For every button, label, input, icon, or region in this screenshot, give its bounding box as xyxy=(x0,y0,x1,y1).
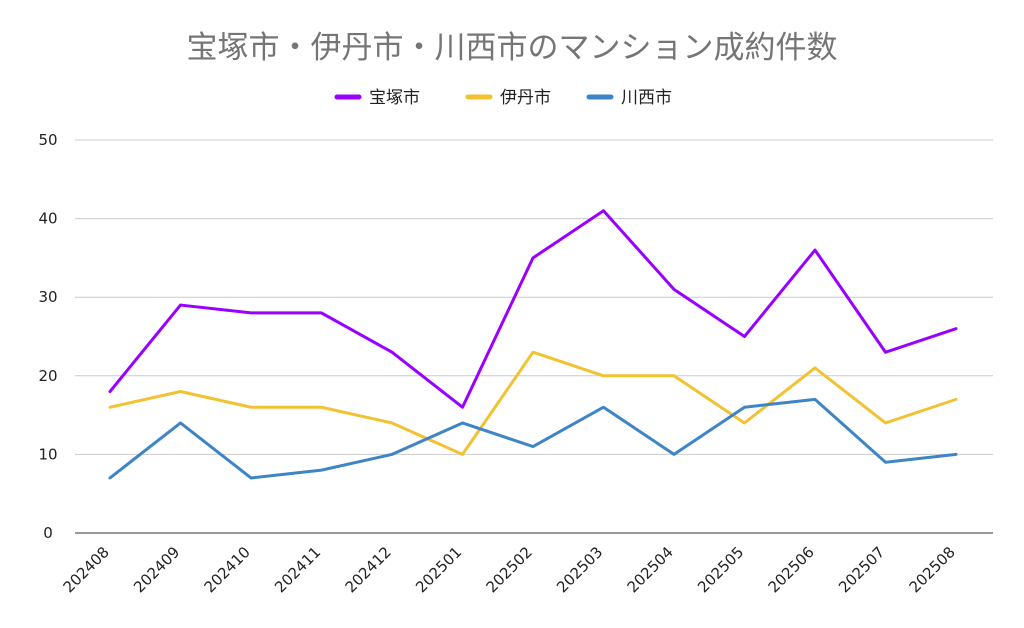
y-tick-label: 40 xyxy=(38,210,57,228)
y-tick-label: 50 xyxy=(38,131,57,149)
x-tick-label: 202505 xyxy=(694,543,747,596)
legend-label: 川西市 xyxy=(621,88,672,108)
y-tick-label: 20 xyxy=(38,367,57,385)
chart-title: 宝塚市・伊丹市・川西市のマンション成約件数 xyxy=(187,30,838,66)
legend: 宝塚市 伊丹市 川西市 xyxy=(334,88,672,108)
x-tick-label: 202411 xyxy=(271,543,324,596)
x-axis-ticks: 202408 202409 202410 202411 202412 202501 2025… xyxy=(60,543,959,596)
series-lines xyxy=(108,209,958,480)
series-line-2 xyxy=(108,397,958,480)
y-axis-ticks: 0 10 20 30 40 50 xyxy=(38,131,57,542)
y-tick-label: 10 xyxy=(38,445,57,463)
legend-label: 伊丹市 xyxy=(500,88,551,108)
x-tick-label: 202508 xyxy=(906,543,959,596)
legend-label: 宝塚市 xyxy=(369,88,420,108)
series-line-0 xyxy=(108,209,958,409)
x-tick-label: 202409 xyxy=(130,543,183,596)
x-tick-label: 202504 xyxy=(624,543,677,596)
x-tick-label: 202506 xyxy=(765,543,818,596)
x-tick-label: 202502 xyxy=(483,543,536,596)
x-tick-label: 202507 xyxy=(835,543,888,596)
x-tick-label: 202501 xyxy=(412,543,465,596)
x-tick-label: 202503 xyxy=(553,543,606,596)
x-tick-label: 202408 xyxy=(60,543,113,596)
gridlines xyxy=(75,139,993,534)
y-tick-label: 0 xyxy=(43,524,53,542)
y-tick-label: 30 xyxy=(38,288,57,306)
series-line-1 xyxy=(108,350,958,456)
x-tick-label: 202412 xyxy=(342,543,395,596)
x-tick-label: 202410 xyxy=(201,543,254,596)
